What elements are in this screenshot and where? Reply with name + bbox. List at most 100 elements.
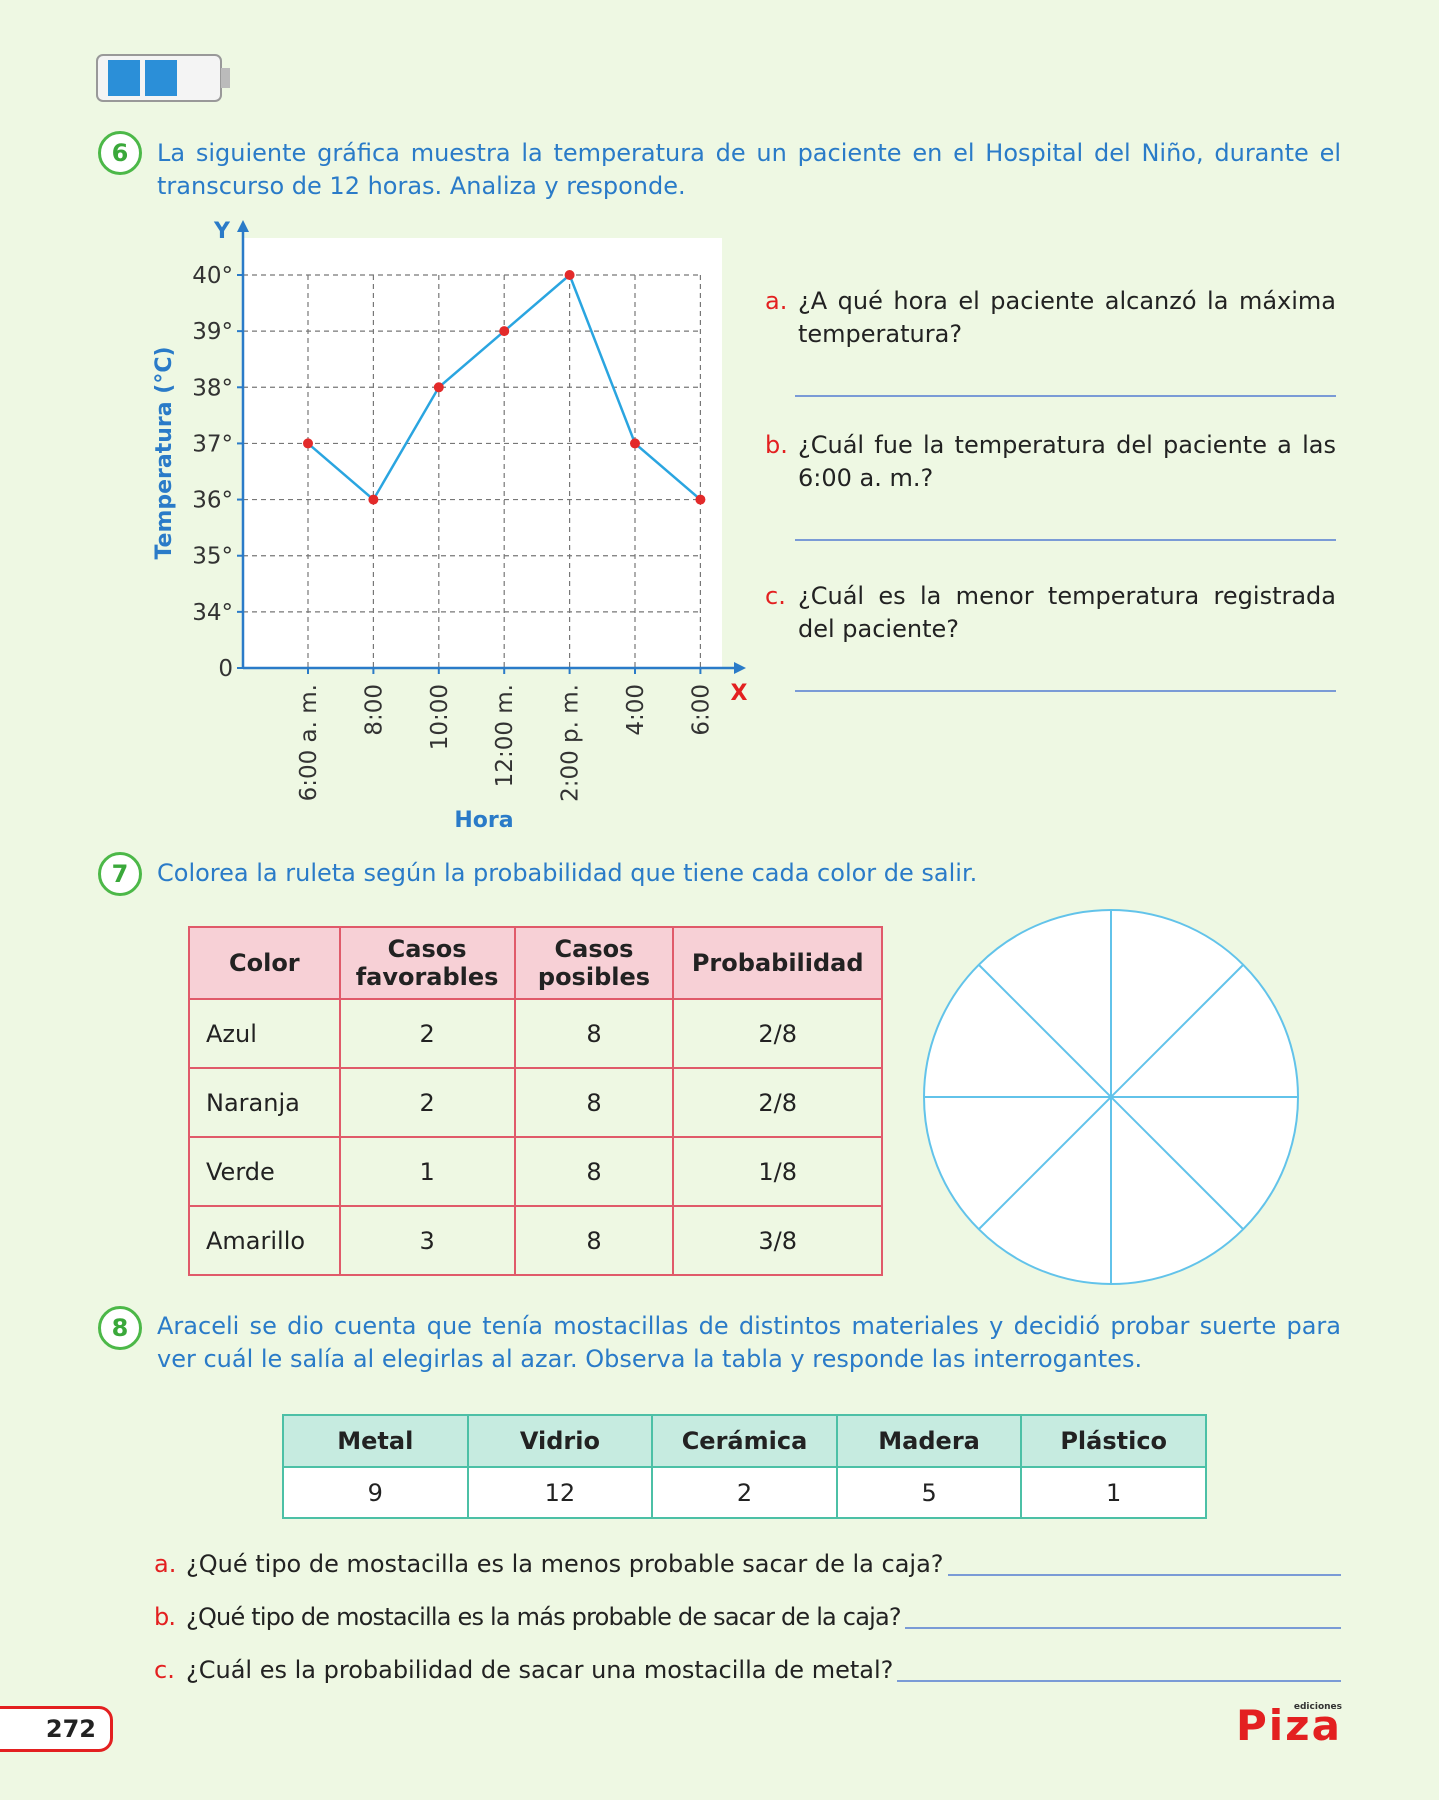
x-tick-label: 8:00: [361, 684, 387, 736]
y-axis-letter: Y: [213, 219, 231, 244]
roulette: [923, 909, 1299, 1285]
table-row: Naranja 2 8 2/8: [188, 1067, 883, 1138]
header-cell: Casos favorables: [338, 926, 516, 1000]
table-row: Azul 2 8 2/8: [188, 998, 883, 1069]
answer-line: [897, 1680, 1341, 1682]
exercise-number: 8: [98, 1306, 142, 1350]
table-row: Amarillo 3 8 3/8: [188, 1205, 883, 1276]
battery-icon: [96, 54, 230, 102]
header-cell: Color: [188, 926, 341, 1000]
plot-area: [243, 238, 722, 668]
question-letter: c.: [765, 582, 786, 610]
question: b. ¿Cuál fue la temperatura del paciente …: [765, 429, 1336, 495]
y-axis-label: Temperatura (°C): [152, 346, 177, 559]
answer-line: [904, 1627, 1341, 1629]
x-axis-label: Hora: [454, 808, 513, 833]
table-cell: 8: [513, 1136, 675, 1207]
table-cell: Azul: [188, 998, 341, 1069]
table-cell: 1: [1020, 1466, 1207, 1519]
y-tick-label: 38°: [192, 375, 233, 401]
question: c. ¿Cuál es la probabilidad de sacar una …: [154, 1656, 1341, 1684]
table-cell: 12: [466, 1466, 654, 1519]
exercise-number: 6: [98, 131, 142, 175]
question: b. ¿Qué tipo de mostacilla es la más prob…: [154, 1603, 1341, 1631]
x-tick-label: 2:00 p. m.: [558, 684, 584, 802]
y-tick-label: 37°: [192, 431, 233, 457]
data-point: [630, 438, 640, 449]
table-cell: 8: [513, 1205, 675, 1276]
header-cell: Vidrio: [466, 1414, 654, 1468]
table-cell: Naranja: [188, 1067, 341, 1138]
header-cell: Metal: [282, 1414, 469, 1468]
y-axis-arrow: [237, 220, 249, 232]
data-point: [564, 270, 575, 280]
x-axis-arrow: [734, 662, 746, 674]
brand: Piza: [1236, 1701, 1342, 1750]
y-tick-label: 39°: [192, 319, 233, 345]
question-letter: b.: [154, 1603, 176, 1631]
table-cell: 8: [513, 1067, 675, 1138]
y-tick-label: 35°: [192, 544, 233, 570]
answer-line: [947, 1574, 1341, 1576]
table-cell: Verde: [188, 1136, 341, 1207]
y-tick-label: 40°: [192, 263, 233, 289]
table-cell: Amarillo: [188, 1205, 341, 1276]
table-cell: 1/8: [672, 1136, 883, 1207]
exercise-text: Colorea la ruleta según la probabilidad …: [157, 859, 978, 887]
table-cell: 5: [835, 1466, 1023, 1519]
table-cell: 2: [651, 1466, 838, 1519]
question-text: ¿A qué hora el paciente alcanzó la máxim…: [798, 287, 1336, 348]
table-cell: 8: [513, 998, 675, 1069]
x-tick-label: 6:00 a. m.: [296, 684, 322, 801]
exercise-number: 7: [98, 852, 142, 896]
materials-table: Metal Vidrio Cerámica Madera Plástico 9 12 2 5 1: [282, 1414, 1207, 1519]
question: c. ¿Cuál es la menor temperatura registra…: [765, 580, 1336, 646]
question-text: ¿Cuál es la menor temperatura registrada…: [798, 582, 1336, 643]
header-cell: Madera: [835, 1414, 1023, 1468]
header-cell: Casos posibles: [513, 926, 675, 1000]
y-tick-label: 36°: [192, 488, 233, 514]
exercise-text: Araceli se dio cuenta que tenía mostacil…: [157, 1312, 1341, 1373]
data-point: [433, 382, 444, 393]
header-row: Color Casos favorables Casos posibles Proba…: [188, 926, 883, 1000]
table-cell: 9: [282, 1466, 469, 1519]
table-row: Verde 1 8 1/8: [188, 1136, 883, 1207]
header-cell: Cerámica: [651, 1414, 838, 1468]
question-text: ¿Cuál es la probabilidad de sacar una mo…: [186, 1656, 894, 1684]
page-number-text: 272: [45, 1715, 96, 1743]
x-tick-label: 12:00 m.: [492, 684, 518, 787]
data-point: [368, 494, 379, 505]
answer-line: [795, 690, 1336, 692]
page-number: 272: [0, 1706, 113, 1752]
answer-line: [795, 395, 1336, 397]
x-axis-letter: X: [731, 681, 748, 706]
table-cell: 3: [338, 1205, 516, 1276]
question-letter: a.: [765, 287, 788, 315]
table-cell: 1: [338, 1136, 516, 1207]
answer-line: [795, 539, 1336, 541]
exercise-text: La siguiente gráfica muestra la temperat…: [157, 139, 1341, 200]
probability-table: Color Casos favorables Casos posibles Proba…: [188, 926, 883, 1276]
data-point: [303, 438, 313, 449]
table-cell: 2: [338, 1067, 516, 1138]
question: a. ¿Qué tipo de mostacilla es la menos pr…: [154, 1550, 1341, 1578]
question: a. ¿A qué hora el paciente alcanzó la máx…: [765, 285, 1336, 351]
table-cell: 2/8: [672, 998, 883, 1069]
header-cell: Plástico: [1020, 1414, 1207, 1468]
y-tick-label: 34°: [192, 600, 233, 626]
question-text: ¿Cuál fue la temperatura del paciente a …: [798, 431, 1336, 492]
x-tick-label: 10:00: [427, 684, 453, 750]
header-row: Metal Vidrio Cerámica Madera Plástico: [282, 1414, 1207, 1468]
data-point: [695, 494, 706, 505]
data-point: [499, 326, 510, 337]
header-cell: Probabilidad: [672, 926, 883, 1000]
brand-small: ediciones: [1293, 1702, 1342, 1712]
question-text: ¿Qué tipo de mostacilla es la más probab…: [186, 1603, 902, 1631]
line-chart: 0 34° 35° 36° 37° 38° 39° 40° 6:00 a. m. 8:00 10:0…: [152, 219, 748, 833]
question-text: ¿Qué tipo de mostacilla es la menos prob…: [186, 1550, 944, 1578]
table-row: 9 12 2 5 1: [282, 1466, 1207, 1519]
table-cell: 2: [338, 998, 516, 1069]
x-tick-label: 4:00: [623, 684, 649, 736]
